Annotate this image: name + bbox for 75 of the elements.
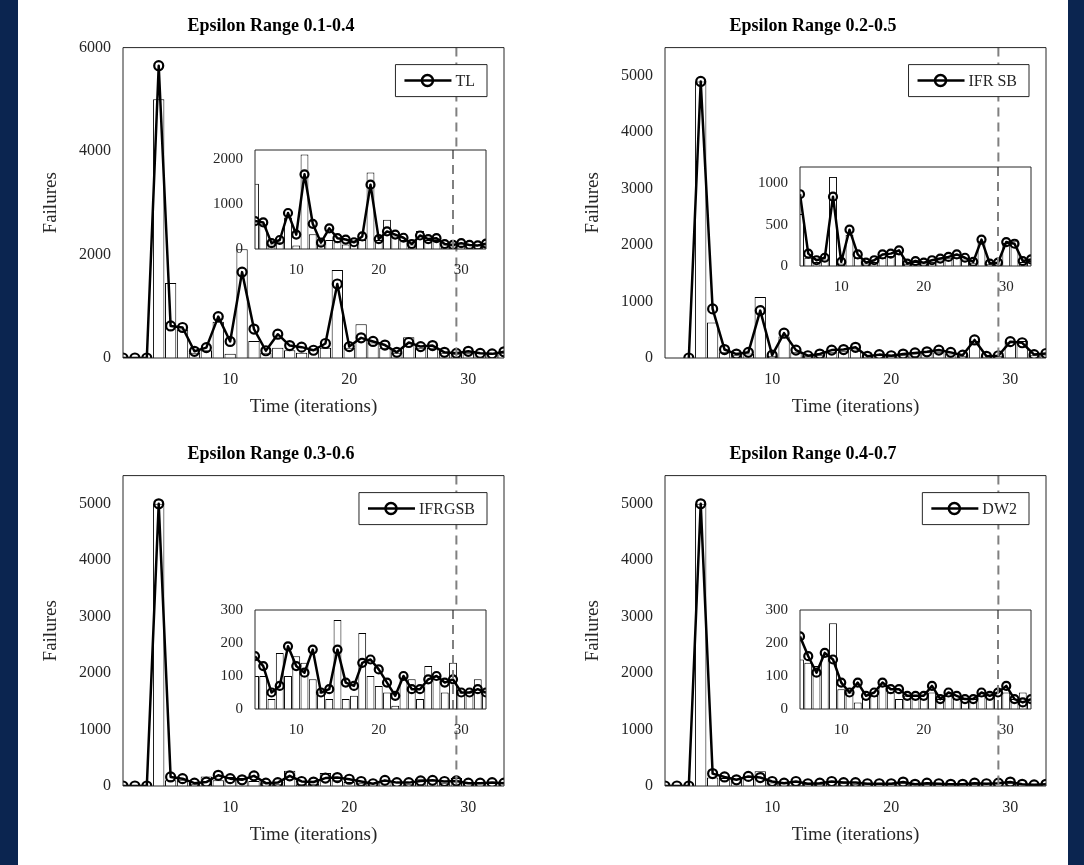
x-tick-label: 30 [460, 797, 477, 815]
x-axis-title: Time (iterations) [791, 394, 920, 417]
chart-title: Epsilon Range 0.3-0.6 [187, 443, 355, 464]
y-tick-label: 0 [645, 776, 653, 794]
y-tick-label: 1000 [758, 174, 788, 191]
y-tick-label: 1000 [79, 719, 111, 737]
y-tick-label: 5000 [621, 494, 653, 512]
x-axis-title: Time (iterations) [249, 394, 378, 417]
y-tick-label: 0 [645, 348, 653, 366]
x-axis-title: Time (iterations) [249, 822, 378, 845]
y-tick-label: 0 [780, 699, 788, 716]
x-tick-label: 20 [341, 369, 358, 387]
y-tick-label: 100 [220, 666, 243, 683]
legend-label: IFRGSB [418, 499, 476, 517]
y-tick-label: 1000 [621, 291, 653, 309]
y-tick-label: 6000 [79, 37, 111, 55]
x-tick-label: 10 [222, 797, 239, 815]
x-tick-label: 10 [222, 369, 239, 387]
chart-title: Epsilon Range 0.2-0.5 [729, 15, 897, 36]
y-tick-label: 3000 [621, 606, 653, 624]
x-tick-label: 30 [453, 260, 469, 277]
legend-label: IFR SB [968, 71, 1017, 89]
y-tick-label: 300 [765, 600, 788, 617]
y-tick-label: 2000 [213, 149, 243, 166]
y-tick-label: 1000 [621, 719, 653, 737]
x-tick-label: 10 [833, 720, 849, 737]
x-tick-label: 20 [341, 797, 358, 815]
y-tick-label: 3000 [79, 606, 111, 624]
x-tick-label: 30 [998, 720, 1014, 737]
y-tick-label: 200 [765, 633, 788, 650]
y-tick-label: 5000 [621, 66, 653, 84]
x-tick-label: 30 [460, 369, 477, 387]
x-tick-label: 20 [883, 797, 900, 815]
x-tick-label: 20 [371, 260, 387, 277]
y-tick-label: 2000 [621, 235, 653, 253]
y-tick-label: 4000 [79, 141, 111, 159]
y-tick-label: 0 [235, 699, 243, 716]
y-tick-label: 2000 [79, 244, 111, 262]
x-tick-label: 20 [916, 277, 932, 294]
y-tick-label: 0 [103, 776, 111, 794]
y-axis-title: Failures [39, 172, 61, 234]
y-tick-label: 4000 [621, 550, 653, 568]
x-tick-label: 10 [288, 260, 304, 277]
y-tick-label: 2000 [621, 663, 653, 681]
y-tick-label: 0 [103, 348, 111, 366]
x-tick-label: 30 [1002, 369, 1019, 387]
x-tick-label: 10 [833, 277, 849, 294]
y-tick-label: 4000 [621, 122, 653, 140]
x-tick-label: 10 [764, 369, 781, 387]
y-tick-label: 4000 [79, 550, 111, 568]
y-tick-label: 500 [765, 215, 788, 232]
x-tick-label: 10 [288, 720, 304, 737]
x-tick-label: 30 [998, 277, 1014, 294]
y-tick-label: 0 [780, 256, 788, 273]
y-tick-label: 200 [220, 633, 243, 650]
x-tick-label: 30 [1002, 797, 1019, 815]
y-axis-title: Failures [581, 172, 603, 234]
x-axis-title: Time (iterations) [791, 822, 920, 845]
chart-title: Epsilon Range 0.4-0.7 [729, 443, 897, 464]
y-tick-label: 300 [220, 600, 243, 617]
legend-label: DW2 [982, 499, 1017, 517]
y-tick-label: 2000 [79, 663, 111, 681]
y-tick-label: 100 [765, 666, 788, 683]
y-tick-label: 3000 [621, 178, 653, 196]
y-axis-title: Failures [39, 600, 61, 662]
x-tick-label: 30 [453, 720, 469, 737]
y-tick-label: 5000 [79, 494, 111, 512]
x-tick-label: 20 [916, 720, 932, 737]
chart-title: Epsilon Range 0.1-0.4 [187, 15, 355, 36]
x-tick-label: 10 [764, 797, 781, 815]
legend-label: TL [455, 71, 475, 89]
x-tick-label: 20 [371, 720, 387, 737]
x-tick-label: 20 [883, 369, 900, 387]
y-tick-label: 1000 [213, 194, 243, 211]
y-axis-title: Failures [581, 600, 603, 662]
